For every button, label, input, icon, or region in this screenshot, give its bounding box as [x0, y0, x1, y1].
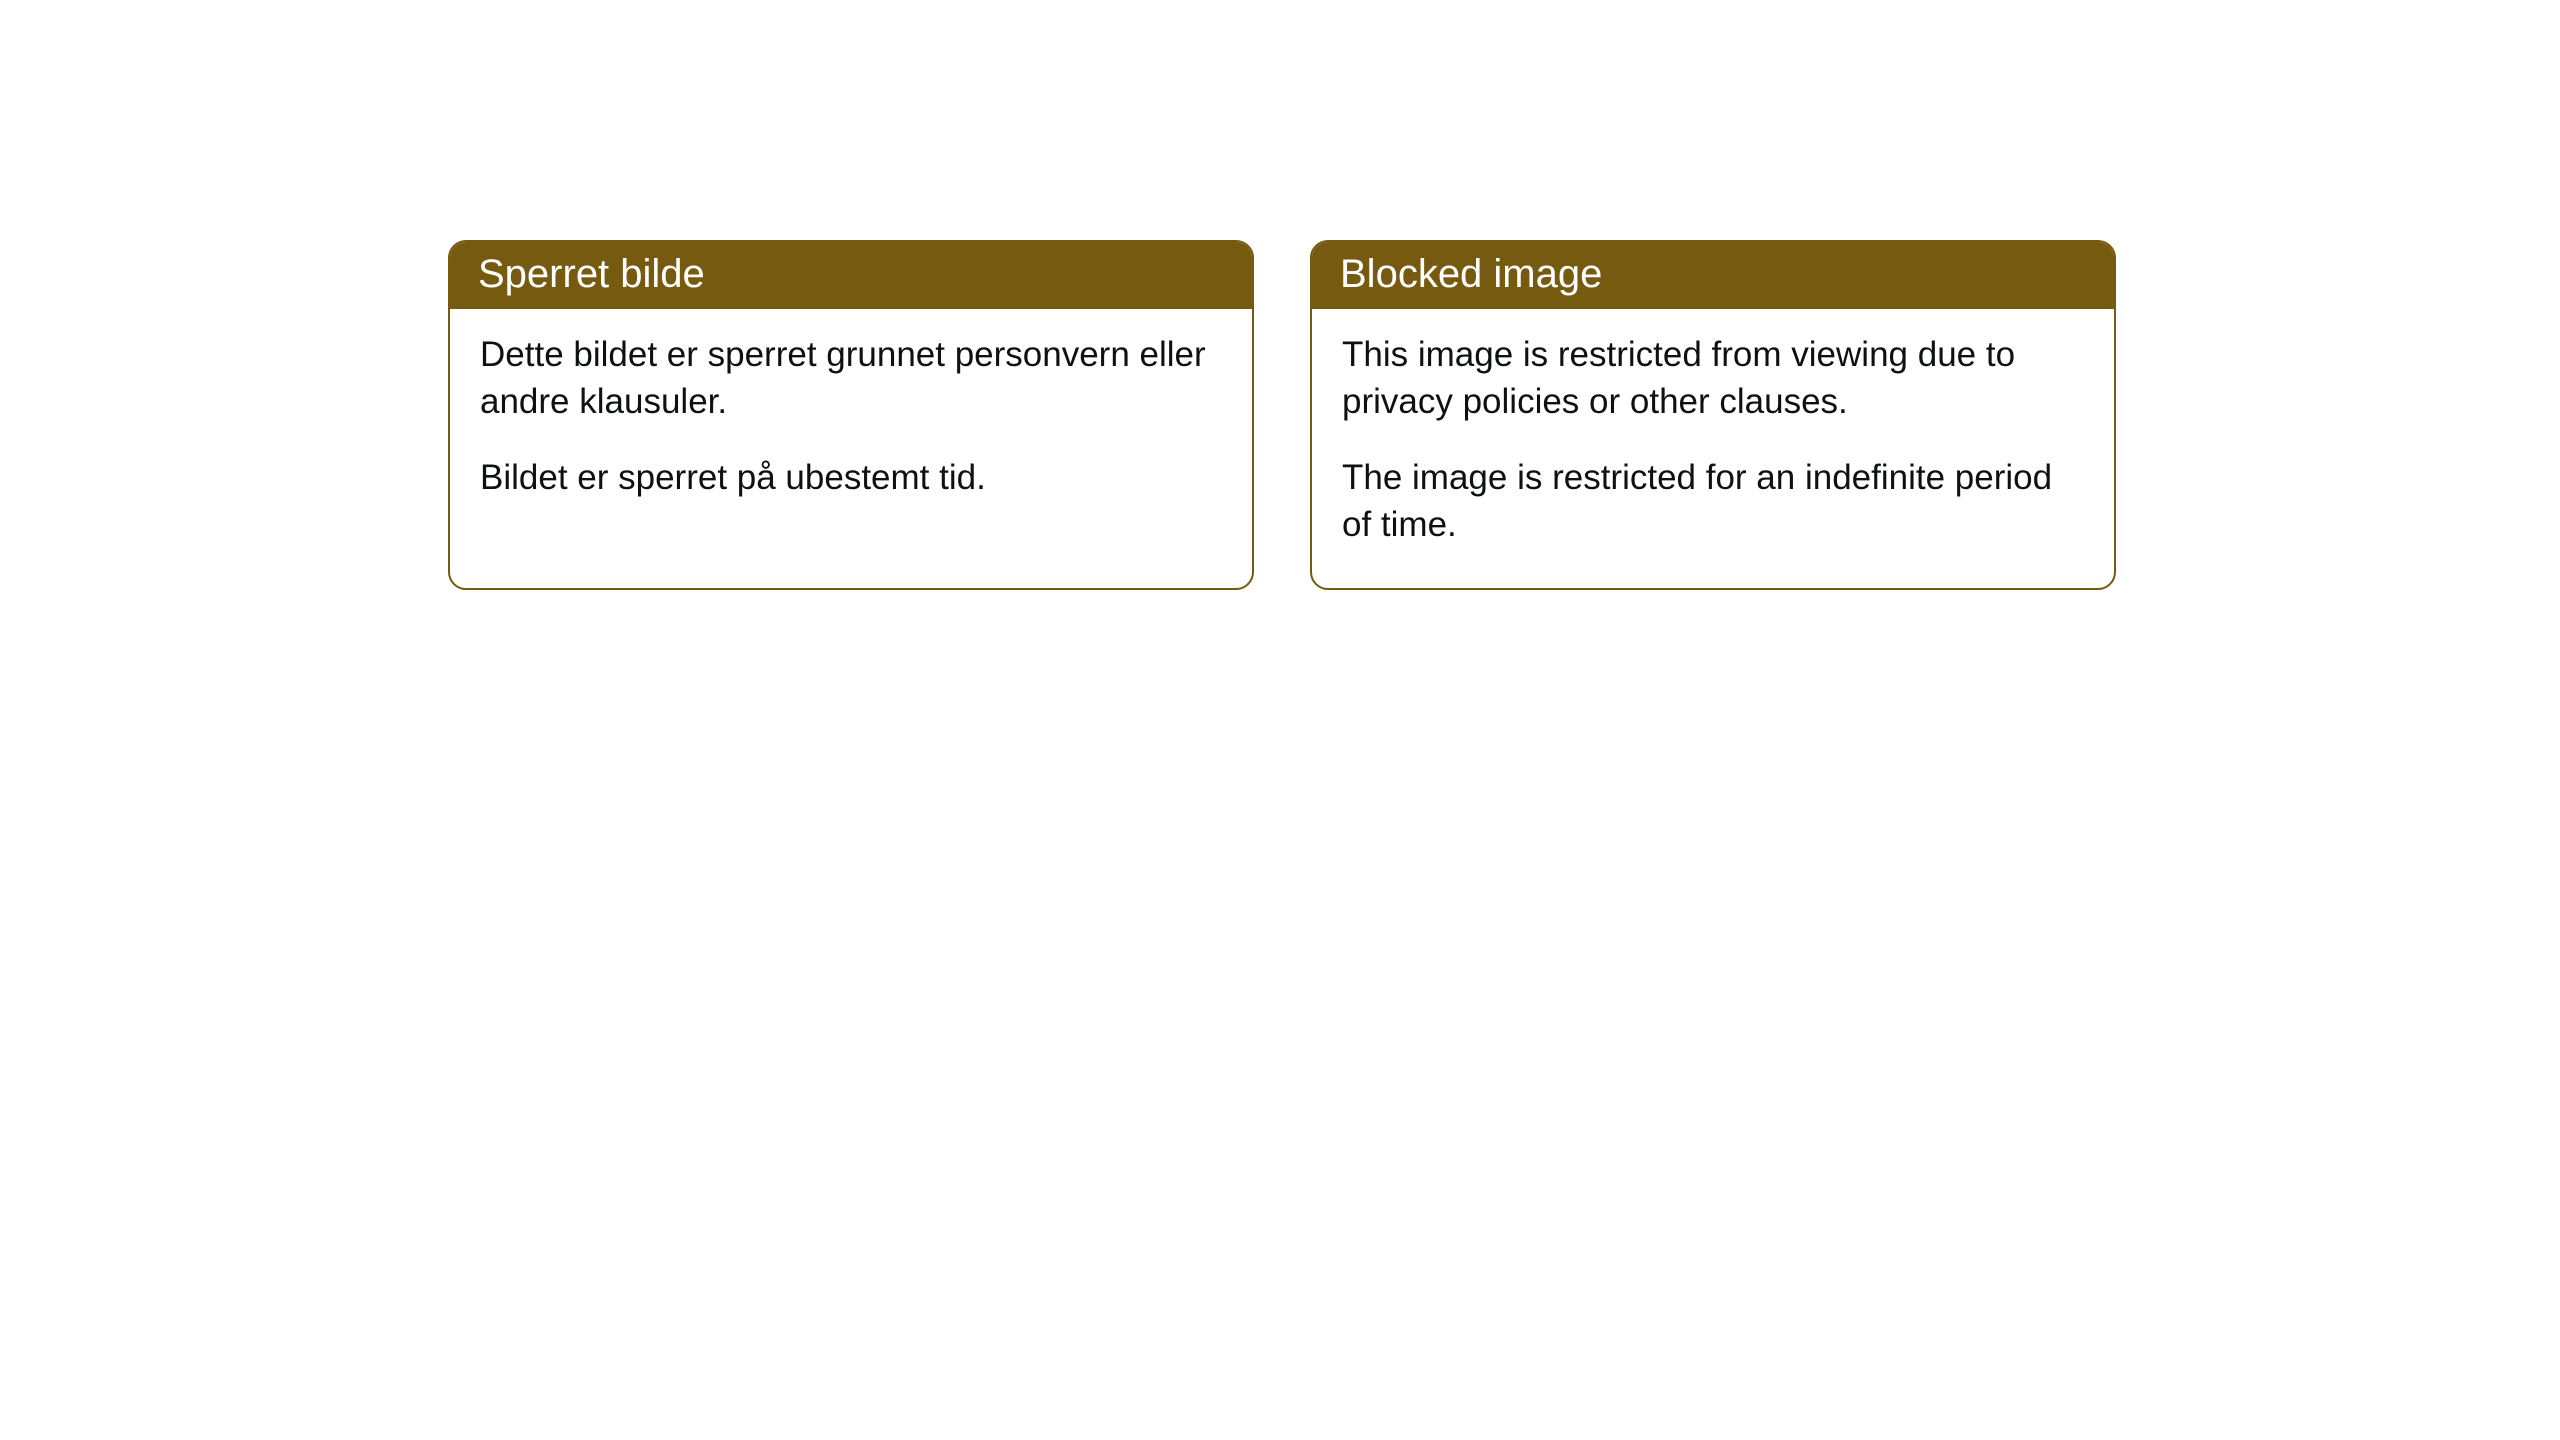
notice-card-english: Blocked image This image is restricted f…: [1310, 240, 2116, 590]
card-body: Dette bildet er sperret grunnet personve…: [450, 309, 1252, 541]
notice-card-norwegian: Sperret bilde Dette bildet er sperret gr…: [448, 240, 1254, 590]
card-header: Blocked image: [1312, 242, 2114, 309]
card-text-line: This image is restricted from viewing du…: [1342, 331, 2084, 426]
card-body: This image is restricted from viewing du…: [1312, 309, 2114, 588]
card-text-line: Dette bildet er sperret grunnet personve…: [480, 331, 1222, 426]
notice-cards-container: Sperret bilde Dette bildet er sperret gr…: [448, 240, 2560, 590]
card-header: Sperret bilde: [450, 242, 1252, 309]
card-text-line: The image is restricted for an indefinit…: [1342, 454, 2084, 549]
card-text-line: Bildet er sperret på ubestemt tid.: [480, 454, 1222, 501]
